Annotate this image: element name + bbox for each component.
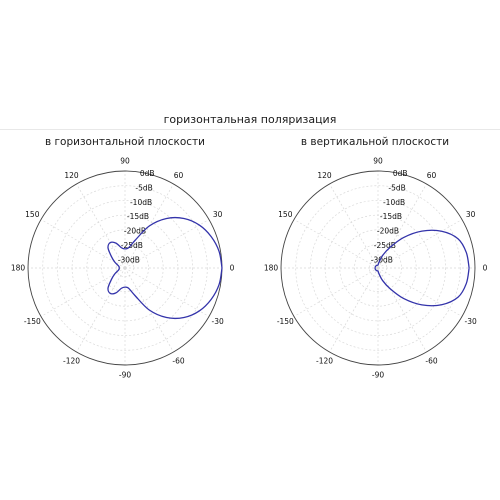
- angle-tick-label: -120: [316, 356, 333, 365]
- angle-tick-label: 150: [25, 210, 40, 219]
- angle-tick-label: -90: [119, 371, 131, 380]
- angle-tick-label: 30: [466, 210, 476, 219]
- left-plot-title: в горизонтальной плоскости: [45, 136, 205, 148]
- radial-gridline: [101, 244, 149, 292]
- polar-plot-vertical: 0 30 60 90 120 150 180 -150 -120 -90 -60 -30 0dB -5dB…: [264, 157, 488, 380]
- radial-tick-label: -5dB: [135, 183, 152, 192]
- radial-tick-label: -5dB: [388, 183, 405, 192]
- angle-gridline: [329, 183, 379, 269]
- angle-tick-label: 60: [174, 171, 184, 180]
- radiation-pattern-line: [374, 229, 470, 307]
- angle-tick-label: 0: [230, 264, 235, 273]
- radial-gridline: [295, 185, 461, 351]
- radial-gridline: [57, 200, 193, 336]
- angle-gridline: [377, 267, 427, 353]
- radial-gridline: [86, 229, 164, 307]
- radial-tick-label: -10dB: [130, 198, 152, 207]
- angle-gridline: [377, 219, 463, 269]
- angle-tick-label: -30: [212, 317, 224, 326]
- radial-gridline: [354, 244, 402, 292]
- angle-gridline: [377, 267, 463, 317]
- radial-gridline: [42, 185, 208, 351]
- radiation-pattern-line: [107, 216, 223, 320]
- radial-gridline: [71, 214, 179, 322]
- radial-tick-label: -20dB: [377, 227, 399, 236]
- angle-tick-label: -150: [277, 317, 294, 326]
- polar-frame: [280, 170, 476, 366]
- angle-gridline: [293, 219, 379, 269]
- angle-gridline: [40, 219, 126, 269]
- radial-tick-label: 0dB: [140, 169, 155, 178]
- right-plot-title: в вертикальной плоскости: [300, 136, 450, 148]
- radial-tick-label: 0dB: [393, 169, 408, 178]
- angle-gridline: [124, 267, 210, 317]
- angle-tick-label: 90: [120, 157, 130, 166]
- angle-gridline: [377, 183, 427, 269]
- angle-tick-label: -150: [24, 317, 41, 326]
- radial-gridline: [368, 258, 388, 278]
- angle-tick-label: -90: [372, 371, 384, 380]
- angle-tick-label: 180: [264, 264, 279, 273]
- angle-tick-label: 30: [213, 210, 223, 219]
- radial-tick-label: -15dB: [127, 212, 149, 221]
- radial-tick-label: -15dB: [380, 212, 402, 221]
- angle-tick-label: -120: [63, 356, 80, 365]
- angle-gridline: [124, 219, 210, 269]
- radial-gridline: [324, 214, 432, 322]
- angle-gridline: [40, 267, 126, 317]
- angle-tick-label: 120: [64, 171, 79, 180]
- angle-tick-label: 180: [11, 264, 26, 273]
- figure-title: горизонтальная поляризация: [163, 113, 337, 126]
- angle-gridline: [329, 267, 379, 353]
- angle-gridline: [293, 267, 379, 317]
- radial-tick-label: -25dB: [374, 241, 396, 250]
- radial-tick-label: -10dB: [383, 198, 405, 207]
- radial-tick-label: -30dB: [118, 255, 140, 264]
- angle-tick-label: -60: [425, 356, 437, 365]
- title-divider: [0, 129, 500, 130]
- angle-tick-label: 60: [427, 171, 437, 180]
- angle-tick-label: -30: [465, 317, 477, 326]
- angle-tick-label: 90: [373, 157, 383, 166]
- angle-gridline: [76, 267, 126, 353]
- angle-gridline: [76, 183, 126, 269]
- radial-tick-label: -30dB: [371, 255, 393, 264]
- angle-tick-label: 0: [483, 264, 488, 273]
- angle-tick-label: 150: [278, 210, 293, 219]
- radial-tick-label: -20dB: [124, 227, 146, 236]
- radial-gridline: [339, 229, 417, 307]
- angle-tick-label: -60: [172, 356, 184, 365]
- radial-tick-label: -25dB: [121, 241, 143, 250]
- radial-gridline: [310, 200, 446, 336]
- radial-gridline: [115, 258, 135, 278]
- angle-tick-label: 120: [317, 171, 332, 180]
- polar-plot-horizontal: 0 30 60 90 120 150 180 -150 -120 -90 -60 -30 0dB -5dB…: [11, 157, 235, 380]
